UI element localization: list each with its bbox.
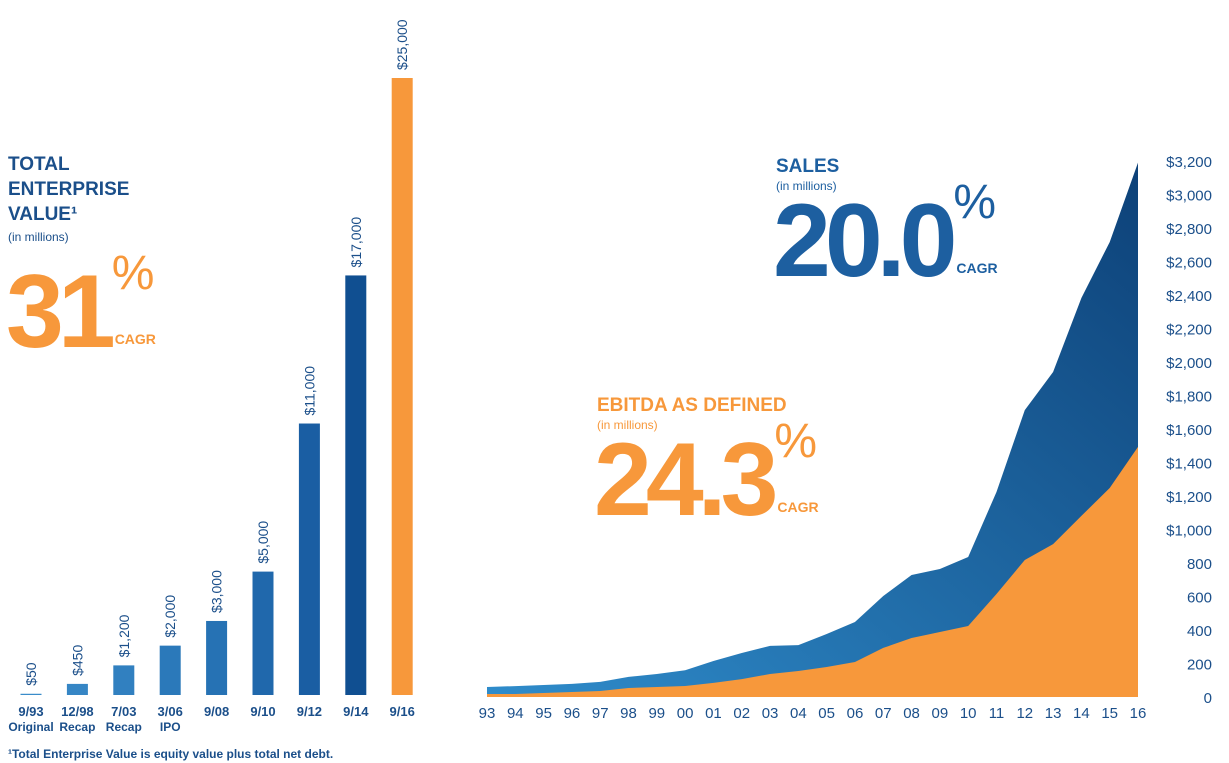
bar <box>391 78 413 695</box>
x-tick-label: 94 <box>507 705 524 722</box>
x-tick-label: 9/08 <box>204 704 229 719</box>
y-tick-label: $3,200 <box>1166 154 1212 171</box>
bar <box>113 665 135 695</box>
y-tick-label: 600 <box>1187 590 1212 607</box>
x-tick-label: 93 <box>479 705 496 722</box>
x-tick-label: 9/93 <box>18 704 43 719</box>
y-tick-label: $1,600 <box>1166 422 1212 439</box>
bar <box>66 683 88 695</box>
x-tick-label: 08 <box>903 705 920 722</box>
x-tick-note: IPO <box>160 720 181 734</box>
x-tick-label: 01 <box>705 705 722 722</box>
value-label: $17,000 <box>348 217 364 268</box>
legend-title: EBITDA AS DEFINED <box>597 395 787 416</box>
x-tick-label: 99 <box>648 705 665 722</box>
x-tick-label: 97 <box>592 705 609 722</box>
y-tick-label: 0 <box>1204 690 1212 707</box>
x-tick-label: 09 <box>932 705 949 722</box>
chart-title: ENTERPRISE <box>8 179 129 200</box>
x-tick-label: 9/14 <box>343 704 369 719</box>
x-tick-label: 10 <box>960 705 977 722</box>
x-tick-label: 03 <box>762 705 779 722</box>
x-tick-label: 9/10 <box>250 704 275 719</box>
value-label: $5,000 <box>255 521 271 564</box>
value-label: $3,000 <box>209 570 225 613</box>
x-tick-note: Recap <box>106 720 142 734</box>
chart-subtitle: (in millions) <box>8 230 69 244</box>
bar <box>206 620 228 695</box>
x-tick-label: 9/16 <box>390 704 415 719</box>
cagr-label: CAGR <box>777 499 818 515</box>
x-tick-label: 9/12 <box>297 704 322 719</box>
x-tick-label: 95 <box>535 705 552 722</box>
x-tick-label: 11 <box>989 705 1005 722</box>
cagr-unit: % <box>774 415 817 468</box>
x-tick-label: 05 <box>818 705 835 722</box>
bar <box>159 645 181 695</box>
y-tick-label: $2,000 <box>1166 355 1212 372</box>
x-tick-label: 13 <box>1045 705 1062 722</box>
area <box>487 446 1138 697</box>
y-tick-label: $1,800 <box>1166 389 1212 406</box>
area <box>487 162 1138 698</box>
value-label: $450 <box>69 645 85 676</box>
chart-title: VALUE¹ <box>8 204 77 225</box>
y-tick-label: 800 <box>1187 556 1212 573</box>
value-label: $1,200 <box>116 614 132 657</box>
value-label: $25,000 <box>394 19 410 70</box>
legend-title: SALES <box>776 156 839 177</box>
chart-title: TOTAL <box>8 154 70 175</box>
x-tick-label: 04 <box>790 705 807 722</box>
bar <box>345 275 367 695</box>
x-tick-label: 7/03 <box>111 704 136 719</box>
x-tick-label: 15 <box>1101 705 1118 722</box>
cagr-value: 20.0 <box>773 183 954 299</box>
y-tick-label: $3,000 <box>1166 188 1212 205</box>
cagr-unit: % <box>953 176 996 229</box>
cagr-unit: % <box>112 247 155 300</box>
legend-subtitle: (in millions) <box>776 179 837 193</box>
x-tick-label: 12/98 <box>61 704 94 719</box>
y-tick-label: $2,800 <box>1166 221 1212 238</box>
y-tick-label: $2,400 <box>1166 288 1212 305</box>
y-tick-label: 400 <box>1187 623 1212 640</box>
y-tick-label: $1,000 <box>1166 523 1212 540</box>
bar <box>298 423 320 695</box>
y-tick-label: $2,200 <box>1166 322 1212 339</box>
y-tick-label: $1,400 <box>1166 456 1212 473</box>
x-tick-label: 96 <box>564 705 581 722</box>
y-tick-label: $2,600 <box>1166 255 1212 272</box>
cagr-value: 31 <box>6 254 113 370</box>
value-label: $2,000 <box>162 595 178 638</box>
x-tick-label: 06 <box>847 705 864 722</box>
cagr-label: CAGR <box>956 260 997 276</box>
cagr-value: 24.3 <box>594 422 776 538</box>
legend-subtitle: (in millions) <box>597 418 658 432</box>
y-tick-label: 200 <box>1187 657 1212 674</box>
cagr-label: CAGR <box>115 331 156 347</box>
x-tick-label: 16 <box>1130 705 1147 722</box>
x-tick-label: 07 <box>875 705 892 722</box>
value-label: $11,000 <box>301 366 317 416</box>
bar <box>20 693 42 695</box>
x-tick-label: 3/06 <box>158 704 183 719</box>
x-tick-label: 02 <box>733 705 750 722</box>
value-label: $50 <box>23 662 39 686</box>
x-tick-note: Original <box>8 720 53 734</box>
y-tick-label: $1,200 <box>1166 489 1212 506</box>
x-tick-label: 98 <box>620 705 637 722</box>
x-tick-note: Recap <box>59 720 95 734</box>
x-tick-label: 14 <box>1073 705 1090 722</box>
bar <box>252 571 274 695</box>
x-tick-label: 00 <box>677 705 694 722</box>
footnote: ¹Total Enterprise Value is equity value … <box>8 747 333 761</box>
x-tick-label: 12 <box>1016 705 1033 722</box>
